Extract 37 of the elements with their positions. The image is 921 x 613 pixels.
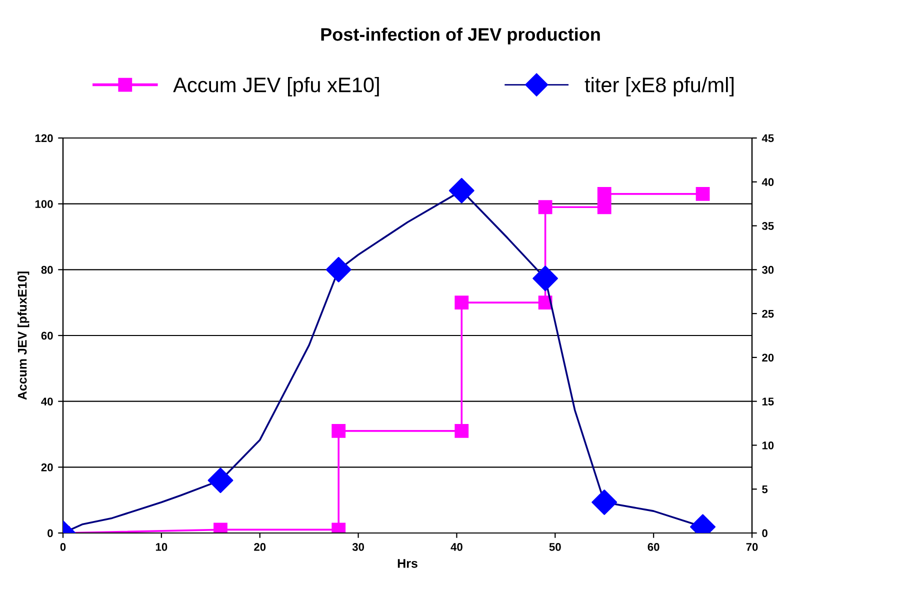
y-tick-label: 40 <box>41 398 53 406</box>
chart-title: Post-infection of JEV production <box>321 28 600 44</box>
x-tick-label: 50 <box>549 543 561 551</box>
y2-tick-label: 35 <box>762 222 774 230</box>
y2-tick-label: 20 <box>762 354 774 362</box>
x-tick-label: 60 <box>648 543 660 551</box>
point <box>597 187 612 201</box>
point <box>454 424 469 438</box>
legend-label: Accum JEV [pfu xE10] <box>173 76 379 96</box>
y-tick-label: 0 <box>48 529 53 538</box>
y2-tick-label: 15 <box>762 398 774 406</box>
x-tick-label: 10 <box>156 543 168 551</box>
y2-tick-label: 5 <box>762 485 768 494</box>
point <box>696 187 710 201</box>
point <box>332 424 346 438</box>
y-axis-title: Accum JEV [pfuxE10] <box>18 272 30 400</box>
x-tick-label: 20 <box>254 543 266 551</box>
y-tick-label: 80 <box>41 266 53 274</box>
x-tick-label: 0 <box>60 543 66 551</box>
y2-tick-label: 40 <box>762 178 774 186</box>
y2-tick-label: 10 <box>762 441 774 450</box>
x-tick-label: 40 <box>450 543 462 551</box>
x-tick-label: 70 <box>746 543 758 551</box>
y2-tick-label: 30 <box>762 266 774 274</box>
y-tick-label: 100 <box>35 200 53 208</box>
x-axis-title: Hrs <box>398 559 418 568</box>
point <box>454 296 469 310</box>
point <box>597 200 612 214</box>
y2-tick-label: 0 <box>762 529 768 538</box>
y-tick-label: 20 <box>41 463 53 472</box>
legend-label: titer [xE8 pfu/ml] <box>584 76 734 96</box>
y2-tick-label: 45 <box>762 134 774 142</box>
y-tick-label: 120 <box>35 134 53 142</box>
x-tick-label: 30 <box>352 543 364 551</box>
point <box>538 200 552 214</box>
y2-tick-label: 25 <box>762 310 774 318</box>
y-tick-label: 60 <box>41 332 53 340</box>
